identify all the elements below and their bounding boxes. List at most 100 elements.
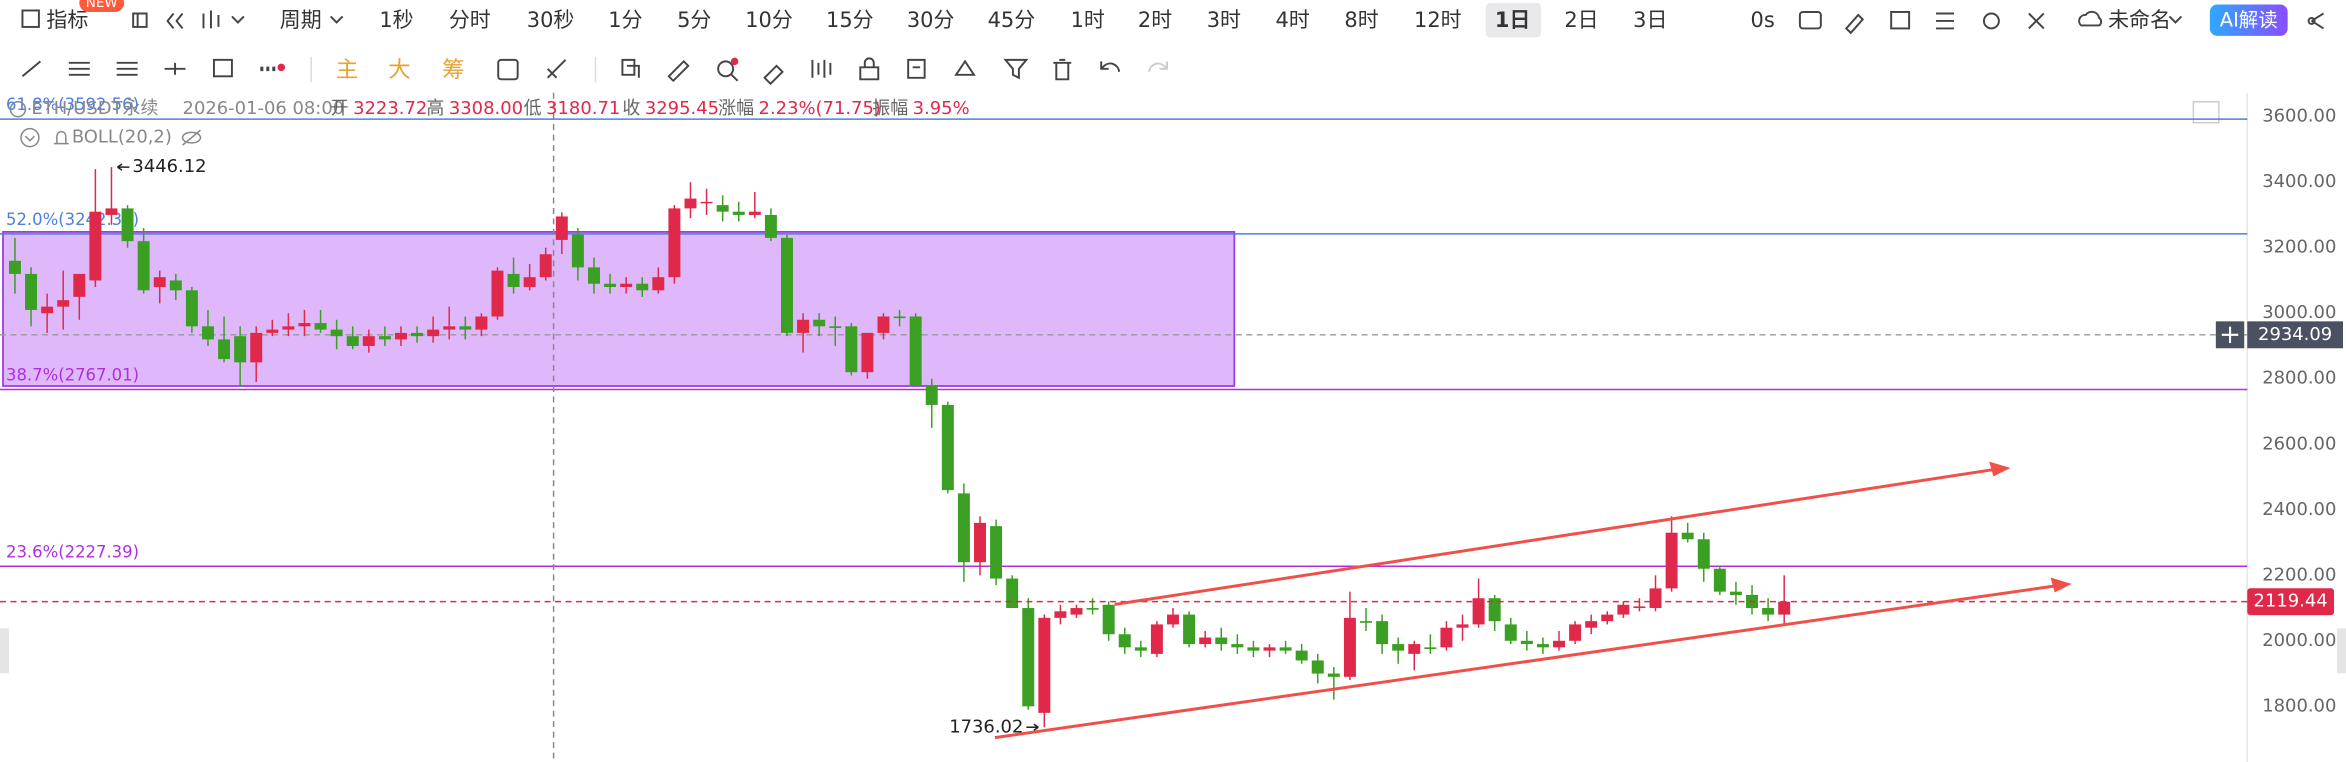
candle-body — [620, 283, 633, 288]
candle-body — [1536, 644, 1549, 648]
tool-icon[interactable] — [907, 58, 926, 79]
candle-body — [1408, 644, 1421, 654]
indicator-button[interactable]: 指标 — [46, 8, 88, 32]
interval-button[interactable]: 5分 — [677, 8, 711, 32]
candle-body — [1392, 644, 1405, 651]
last-price-tag-bg — [2247, 588, 2335, 616]
list-icon[interactable] — [1936, 12, 1955, 30]
interval-button[interactable]: 30秒 — [527, 8, 575, 32]
hline-tool[interactable] — [164, 62, 186, 75]
period-button[interactable]: 周期 — [280, 8, 322, 32]
candle-body — [234, 336, 247, 363]
candle-body — [1440, 627, 1453, 648]
tool-icon[interactable] — [1053, 58, 1072, 81]
interval-button[interactable]: 2日 — [1564, 8, 1598, 32]
trend-line-lower[interactable] — [994, 583, 2062, 740]
candle-body — [314, 323, 327, 330]
tool-icon[interactable] — [954, 59, 976, 76]
tool-icon[interactable] — [763, 64, 784, 86]
tool-icon[interactable] — [811, 59, 832, 78]
tool-icon[interactable] — [546, 59, 567, 79]
low: 3180.71 — [546, 98, 620, 119]
interval-button[interactable]: 1秒 — [379, 8, 413, 32]
candle-body — [813, 319, 826, 327]
line-tool[interactable] — [21, 60, 42, 78]
candle-body — [1649, 588, 1662, 609]
indicator-icon[interactable] — [21, 9, 40, 28]
candle-body — [974, 522, 986, 563]
camera-icon[interactable] — [1798, 10, 1822, 30]
interval-button[interactable]: 8时 — [1344, 8, 1378, 32]
interval-button[interactable]: 45分 — [988, 8, 1036, 32]
candle-body — [1488, 598, 1501, 622]
tool-icon[interactable] — [667, 59, 690, 83]
frame-icon[interactable] — [1890, 10, 1911, 30]
indicator-collapse[interactable] — [20, 127, 40, 148]
fib-tool[interactable] — [116, 61, 138, 76]
chips-button[interactable]: 筹 — [442, 57, 464, 83]
tool-icon[interactable] — [717, 60, 739, 82]
candle-body — [1167, 614, 1179, 625]
tool-icon[interactable] — [497, 58, 519, 81]
main-button[interactable]: 主 — [336, 57, 358, 83]
layout-name[interactable]: 未命名 — [2108, 8, 2171, 32]
tool-icon[interactable] — [859, 57, 880, 81]
tool-icon[interactable] — [621, 58, 640, 78]
candle-body — [411, 332, 424, 337]
candle-body — [668, 208, 681, 278]
y-tick-label: 2000.00 — [2262, 630, 2336, 651]
interval-button[interactable]: 10分 — [745, 8, 793, 32]
candle-body — [1456, 624, 1469, 628]
candle-body — [1247, 647, 1260, 651]
interval-button[interactable]: 分时 — [449, 8, 491, 32]
candle-body — [1183, 614, 1196, 645]
range-box[interactable] — [2, 231, 1236, 387]
fullscreen-icon[interactable] — [2028, 12, 2045, 30]
candle-body — [8, 260, 21, 274]
fib-label: 61.8%(3592.56) — [6, 95, 139, 114]
tool-icon[interactable] — [132, 12, 148, 28]
trend-line-upper[interactable] — [1114, 466, 2003, 606]
tool-icon[interactable] — [1100, 61, 1121, 72]
tool-icon[interactable] — [1148, 61, 1168, 72]
crosshair-add-icon — [2221, 326, 2239, 344]
parallel-tool[interactable] — [68, 61, 90, 76]
interval-button[interactable]: 1日 — [1495, 8, 1531, 32]
chevron[interactable] — [231, 15, 245, 24]
pen-icon[interactable] — [1844, 13, 1865, 35]
candle-body — [201, 326, 214, 340]
rect-tool[interactable] — [212, 58, 233, 78]
candle-body — [636, 283, 649, 291]
ai-button[interactable]: AI解读 — [2220, 8, 2278, 31]
close-label: 收 — [622, 98, 640, 119]
eye-icon[interactable] — [181, 131, 202, 144]
candle-body — [925, 385, 938, 405]
tool-icon[interactable] — [1003, 58, 1029, 80]
right-handle[interactable] — [2337, 628, 2346, 674]
interval-button[interactable]: 12时 — [1414, 8, 1462, 32]
interval-button[interactable]: 1时 — [1071, 8, 1105, 32]
tool-icon[interactable] — [166, 12, 184, 30]
bell-icon[interactable] — [53, 130, 69, 145]
interval-button[interactable]: 30分 — [907, 8, 955, 32]
left-handle[interactable] — [0, 628, 9, 674]
interval-button[interactable]: 1分 — [608, 8, 642, 32]
big-button[interactable]: 大 — [388, 57, 410, 83]
low-label: 1736.02 — [949, 716, 1023, 737]
candle-body — [1633, 606, 1646, 609]
interval-button[interactable]: 3日 — [1633, 8, 1667, 32]
interval-button[interactable]: 4时 — [1276, 8, 1310, 32]
ai-button-bg[interactable] — [2209, 4, 2288, 36]
interval-button[interactable]: 3时 — [1207, 8, 1241, 32]
candle-body — [1231, 644, 1244, 648]
expand-icon[interactable] — [2192, 100, 2220, 124]
candle-body — [1102, 604, 1115, 635]
tool-icon[interactable] — [202, 10, 220, 29]
interval-button[interactable]: 2时 — [1138, 8, 1172, 32]
arrow-head — [2050, 577, 2072, 593]
new-badge: NEW — [86, 0, 118, 11]
y-tick-label: 2800.00 — [2262, 368, 2336, 389]
settings-icon[interactable] — [1982, 12, 2000, 30]
collapse-icon[interactable] — [9, 100, 27, 118]
interval-button[interactable]: 15分 — [826, 8, 874, 32]
